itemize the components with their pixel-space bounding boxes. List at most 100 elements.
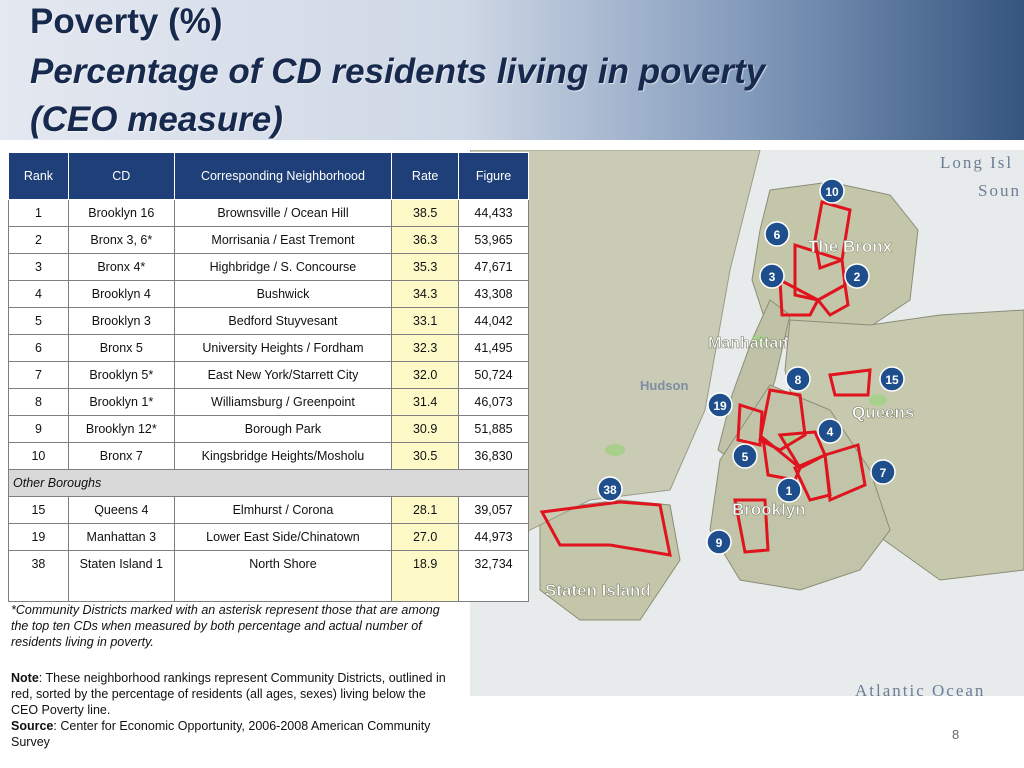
- cell-neighborhood: East New York/Starrett City: [173, 361, 393, 389]
- cell-figure: 39,057: [458, 496, 529, 524]
- cell-rate: 31.4: [391, 388, 460, 416]
- cell-neighborhood: Bushwick: [173, 280, 393, 308]
- table-row: 38 Staten Island 1 North Shore 18.9 32,734: [8, 550, 529, 602]
- cell-rank: 9: [8, 415, 69, 443]
- marker-5: 5: [732, 443, 758, 469]
- cell-neighborhood: Bedford Stuyvesant: [173, 307, 393, 335]
- marker-8: 8: [785, 366, 811, 392]
- district-outline: [539, 500, 672, 557]
- marker-38: 38: [597, 476, 623, 502]
- note-label: Note: [11, 671, 39, 685]
- cell-cd: Bronx 7: [67, 442, 175, 470]
- map-label-hudson: Hudson: [640, 378, 688, 393]
- district-outline: [736, 402, 764, 447]
- svg-text:38: 38: [603, 483, 617, 497]
- marker-6: 6: [764, 221, 790, 247]
- map-label-manhattan: Manhattan: [708, 335, 788, 352]
- cell-rate: 32.3: [391, 334, 460, 362]
- park: [869, 394, 887, 406]
- cell-figure: 43,308: [458, 280, 529, 308]
- page-number: 8: [952, 727, 960, 742]
- cell-cd: Brooklyn 16: [67, 199, 175, 227]
- table-header-row: Rank CD Corresponding Neighborhood Rate …: [8, 152, 529, 200]
- svg-text:19: 19: [713, 399, 727, 413]
- table-row: 9 Brooklyn 12* Borough Park 30.9 51,885: [8, 415, 529, 443]
- marker-15: 15: [879, 366, 905, 392]
- cell-cd: Manhattan 3: [67, 523, 175, 551]
- cell-rate: 35.3: [391, 253, 460, 281]
- svg-text:8: 8: [795, 373, 802, 387]
- table-row: 5 Brooklyn 3 Bedford Stuyvesant 33.1 44,042: [8, 307, 529, 335]
- cell-neighborhood: Borough Park: [173, 415, 393, 443]
- svg-text:3: 3: [769, 270, 776, 284]
- cell-rank: 2: [8, 226, 69, 254]
- cell-cd: Staten Island 1: [67, 550, 175, 602]
- cell-cd: Brooklyn 1*: [67, 388, 175, 416]
- cell-rate: 34.3: [391, 280, 460, 308]
- district-outline: [792, 452, 832, 502]
- slide-subtitle-line2: (CEO measure): [30, 100, 283, 139]
- slide-subtitle-line1: Percentage of CD residents living in pov…: [30, 52, 766, 91]
- map-label-staten-island: Staten Island: [545, 581, 651, 600]
- cell-neighborhood: North Shore: [173, 550, 393, 602]
- cell-rank: 38: [8, 550, 69, 602]
- header-figure: Figure: [458, 152, 529, 200]
- table-row: 2 Bronx 3, 6* Morrisania / East Tremont 36.…: [8, 226, 529, 254]
- cell-rank: 15: [8, 496, 69, 524]
- cell-rate: 27.0: [391, 523, 460, 551]
- cell-rank: 3: [8, 253, 69, 281]
- map-label-brooklyn: Brooklyn: [732, 500, 806, 519]
- cell-rate: 28.1: [391, 496, 460, 524]
- table-row: 6 Bronx 5 University Heights / Fordham 32.3…: [8, 334, 529, 362]
- district-outline: [828, 368, 872, 397]
- cell-rank: 4: [8, 280, 69, 308]
- cell-cd: Bronx 5: [67, 334, 175, 362]
- svg-text:1: 1: [786, 484, 793, 498]
- cell-cd: Bronx 4*: [67, 253, 175, 281]
- cell-rank: 10: [8, 442, 69, 470]
- cell-rate: 36.3: [391, 226, 460, 254]
- cell-figure: 50,724: [458, 361, 529, 389]
- cell-figure: 41,495: [458, 334, 529, 362]
- note-paragraph: Note: These neighborhood rankings repres…: [11, 670, 451, 718]
- cell-neighborhood: Elmhurst / Corona: [173, 496, 393, 524]
- source-text: : Center for Economic Opportunity, 2006-…: [11, 719, 431, 749]
- park: [752, 335, 768, 345]
- cell-cd: Brooklyn 5*: [67, 361, 175, 389]
- map-label-queens: Queens: [852, 403, 914, 422]
- asterisk-footnote: *Community Districts marked with an aste…: [11, 603, 440, 649]
- park: [605, 444, 625, 456]
- cell-figure: 51,885: [458, 415, 529, 443]
- cell-rate: 32.0: [391, 361, 460, 389]
- table-row: 7 Brooklyn 5* East New York/Starrett City 3…: [8, 361, 529, 389]
- cell-rate: 30.9: [391, 415, 460, 443]
- table-row: 15 Queens 4 Elmhurst / Corona 28.1 39,057: [8, 496, 529, 524]
- cell-neighborhood: Kingsbridge Heights/Mosholu: [173, 442, 393, 470]
- cell-figure: 36,830: [458, 442, 529, 470]
- cell-figure: 44,973: [458, 523, 529, 551]
- header-cd: CD: [67, 152, 175, 200]
- source-paragraph: Source: Center for Economic Opportunity,…: [11, 718, 451, 750]
- marker-19: 19: [707, 392, 733, 418]
- marker-1: 1: [776, 477, 802, 503]
- cell-neighborhood: Williamsburg / Greenpoint: [173, 388, 393, 416]
- header-rank: Rank: [8, 152, 69, 200]
- marker-4: 4: [817, 418, 843, 444]
- cell-rank: 8: [8, 388, 69, 416]
- district-outline: [778, 277, 821, 317]
- cell-neighborhood: Brownsville / Ocean Hill: [173, 199, 393, 227]
- marker-10: 10: [819, 178, 845, 204]
- cell-rank: 5: [8, 307, 69, 335]
- cell-rate: 18.9: [391, 550, 460, 602]
- cell-neighborhood: University Heights / Fordham: [173, 334, 393, 362]
- cell-cd: Bronx 3, 6*: [67, 226, 175, 254]
- other-boroughs-label: Other Boroughs: [8, 469, 529, 497]
- cell-figure: 44,042: [458, 307, 529, 335]
- svg-text:15: 15: [885, 373, 899, 387]
- map-label-bronx: The Bronx: [808, 237, 893, 256]
- cell-cd: Queens 4: [67, 496, 175, 524]
- cell-figure: 47,671: [458, 253, 529, 281]
- map-label-atlantic: Atlantic Ocean: [855, 681, 985, 696]
- cell-rank: 19: [8, 523, 69, 551]
- staten-island-land: [539, 499, 681, 621]
